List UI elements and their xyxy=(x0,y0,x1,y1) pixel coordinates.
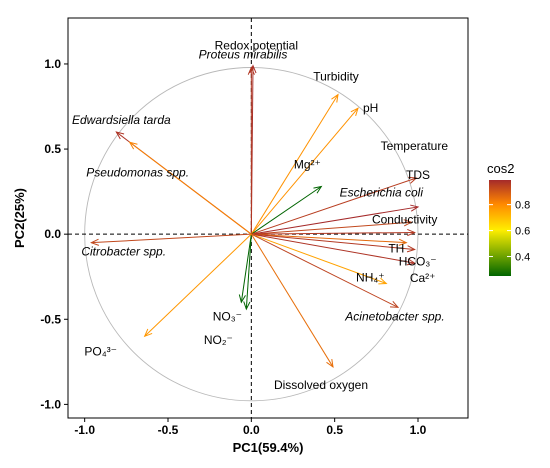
var-13-arrowhead xyxy=(406,245,416,253)
var-11-arrow xyxy=(91,233,252,244)
var-6-arrow xyxy=(251,186,322,235)
var-17-arrowhead xyxy=(238,294,246,304)
legend-ticks: 0.4 0.6 0.8 xyxy=(489,200,530,264)
var-8-label: TDS xyxy=(406,168,430,182)
var-2-arrow xyxy=(250,94,339,235)
var-10-arrow xyxy=(251,231,415,235)
var-13-arrow xyxy=(251,233,415,250)
var-5-arrowhead xyxy=(128,141,138,150)
var-16-arrow xyxy=(251,233,399,308)
var-3-arrow xyxy=(250,107,359,235)
var-13-label: HCO₃⁻ xyxy=(399,254,437,268)
var-18-arrow xyxy=(245,234,252,310)
var-2-arrowhead xyxy=(331,93,339,103)
var-8-arrow xyxy=(251,206,419,235)
var-19-label: PO₄³⁻ xyxy=(84,344,117,358)
x-axis: -1.0 -0.5 0.0 0.5 1.0 xyxy=(74,418,427,437)
var-20-label: Dissolved oxygen xyxy=(274,378,368,392)
x-tick-label: 1.0 xyxy=(410,423,427,437)
var-3-label: pH xyxy=(363,101,378,115)
var-10-label: Conductivity xyxy=(372,212,437,226)
y-axis: -1.0 -0.5 0.0 0.5 1.0 xyxy=(40,57,68,411)
var-3-arrowhead xyxy=(350,107,359,116)
var-15-label: NH₄⁺ xyxy=(356,271,385,285)
legend-title: cos2 xyxy=(487,161,514,176)
var-20-arrowhead xyxy=(326,358,334,369)
var-12-arrow xyxy=(251,233,407,244)
var-18-label: NO₂⁻ xyxy=(204,333,233,347)
var-6-label: Mg²⁺ xyxy=(294,158,321,172)
var-16-label: Acinetobacter spp. xyxy=(344,309,444,323)
y-tick-label: -1.0 xyxy=(40,397,61,411)
plot-panel xyxy=(67,17,469,419)
var-12-label: TH xyxy=(388,242,404,256)
y-tick-label: 1.0 xyxy=(44,57,61,71)
var-7-label: Temperature xyxy=(381,139,449,153)
var-2-label: Turbidity xyxy=(313,70,359,84)
x-tick-label: -0.5 xyxy=(158,423,179,437)
legend-tick-label: 0.6 xyxy=(515,226,530,238)
var-14-arrow xyxy=(251,233,415,264)
var-9-arrowhead xyxy=(403,219,413,227)
var-12-arrowhead xyxy=(398,238,408,246)
var-5-label: Pseudomonas spp. xyxy=(86,165,189,179)
x-axis-title: PC1(59.4%) xyxy=(233,440,304,455)
var-16-arrowhead xyxy=(389,300,400,308)
y-tick-label: -0.5 xyxy=(40,312,61,326)
var-4-label: Edwardsiella tarda xyxy=(72,113,171,127)
var-15-arrow xyxy=(251,233,387,285)
var-19-arrow xyxy=(144,233,252,337)
var-5-arrow xyxy=(129,141,252,235)
var-19-arrowhead xyxy=(143,328,153,338)
legend: cos2 0.4 0.6 0.8 xyxy=(487,161,530,276)
var-0-label: Proteus mirabilis xyxy=(199,48,288,62)
var-20-arrow xyxy=(250,233,334,368)
var-17-label: NO₃⁻ xyxy=(213,309,242,323)
var-17-arrow xyxy=(240,234,252,303)
var-14-label: Ca²⁺ xyxy=(410,271,436,285)
var-4-arrowhead xyxy=(115,131,125,140)
var-6-arrowhead xyxy=(313,185,323,194)
legend-tick-label: 0.8 xyxy=(515,200,530,212)
variable-arrows xyxy=(90,64,420,369)
var-8-arrowhead xyxy=(410,204,420,212)
legend-tick-label: 0.4 xyxy=(515,252,530,264)
var-1-arrowhead xyxy=(247,66,255,75)
y-tick-label: 0.0 xyxy=(44,227,61,241)
x-tick-label: 0.0 xyxy=(243,423,260,437)
x-tick-label: 0.5 xyxy=(326,423,343,437)
var-7-arrow xyxy=(251,177,417,235)
y-axis-title: PC2(25%) xyxy=(12,188,27,248)
legend-colorbar xyxy=(489,180,511,276)
var-14-arrowhead xyxy=(406,258,416,266)
var-11-label: Citrobacter spp. xyxy=(81,245,166,259)
var-10-arrowhead xyxy=(407,228,416,237)
y-tick-label: 0.5 xyxy=(44,142,61,156)
var-18-arrowhead xyxy=(243,301,251,311)
var-1-label: Redox potential xyxy=(215,38,298,52)
x-tick-label: -1.0 xyxy=(74,423,95,437)
var-11-arrowhead xyxy=(90,238,100,246)
var-9-arrow xyxy=(251,221,412,235)
var-7-arrowhead xyxy=(408,176,418,184)
var-9-label: Escherichia coli xyxy=(340,185,424,199)
var-15-arrowhead xyxy=(378,277,388,285)
